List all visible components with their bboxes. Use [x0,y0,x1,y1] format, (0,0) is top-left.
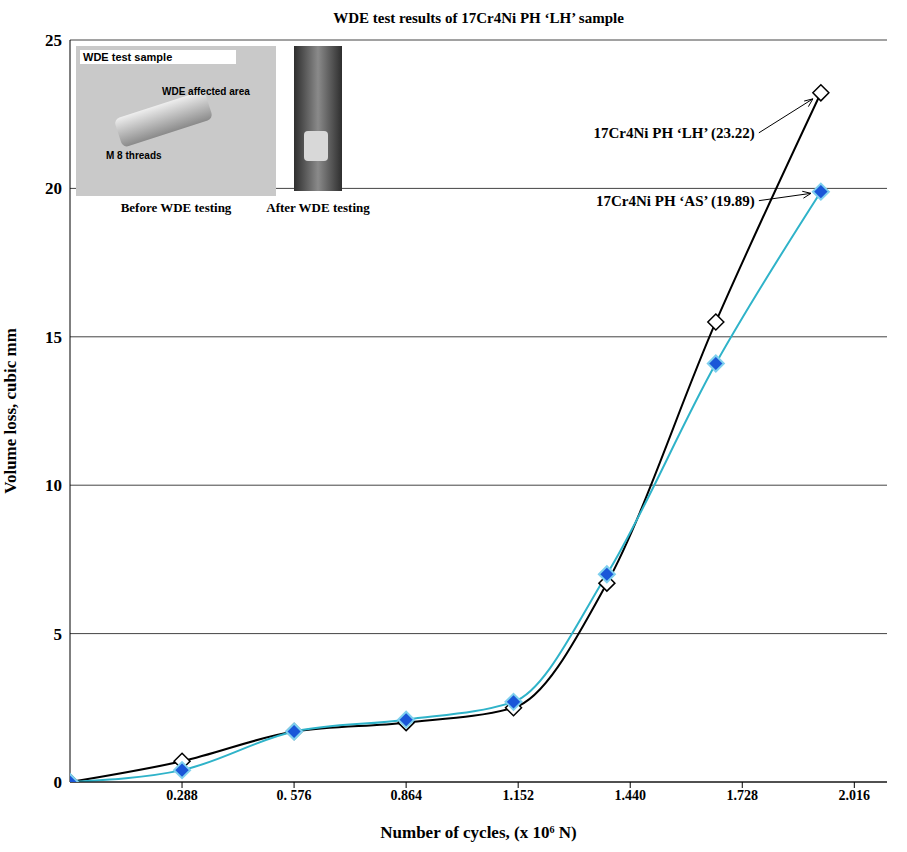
svg-text:Number of cycles, (x 10⁶ N): Number of cycles, (x 10⁶ N) [380,823,576,842]
html-text:Before WDE testing: Before WDE testing [120,200,232,215]
svg-text:Volume loss, cubic mm: Volume loss, cubic mm [1,328,20,494]
svg-text:0. 576: 0. 576 [277,788,312,803]
svg-text:25: 25 [45,31,62,50]
svg-text:0: 0 [54,773,63,792]
html-text:WDE affected area: WDE affected area [162,86,250,97]
svg-text:15: 15 [45,328,62,347]
svg-text:2.016: 2.016 [839,788,871,803]
svg-text:17Cr4Ni PH ‘AS’ (19.89): 17Cr4Ni PH ‘AS’ (19.89) [596,193,755,210]
svg-text:1.728: 1.728 [727,788,759,803]
html-text:WDE test results of 17Cr4Ni PH: WDE test results of 17Cr4Ni PH ‘LH’ samp… [333,10,624,26]
svg-text:5: 5 [54,625,63,644]
svg-text:0.864: 0.864 [390,788,422,803]
svg-text:17Cr4Ni PH ‘LH’ (23.22): 17Cr4Ni PH ‘LH’ (23.22) [593,125,754,142]
svg-text:1.440: 1.440 [614,788,646,803]
svg-text:20: 20 [45,179,62,198]
html-text:M 8 threads: M 8 threads [106,150,162,161]
svg-text:1.152: 1.152 [502,788,534,803]
html-text:WDE test sample: WDE test sample [83,51,173,63]
html-text:After WDE testing: After WDE testing [266,200,370,215]
svg-text:10: 10 [45,476,62,495]
svg-text:0.288: 0.288 [166,788,198,803]
